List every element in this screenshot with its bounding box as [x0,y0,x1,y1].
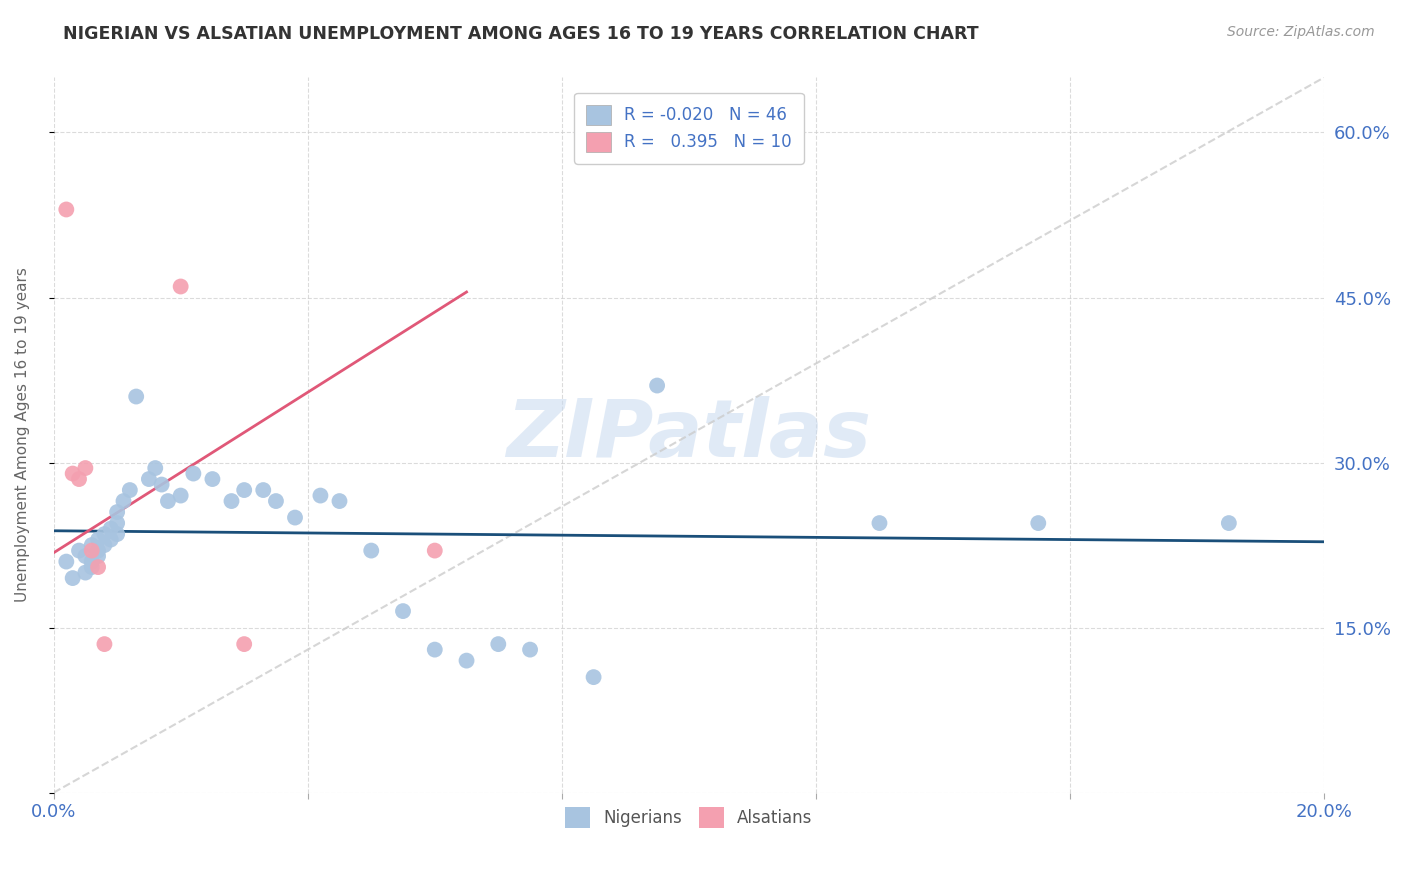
Point [201,472,224,486]
Point [80,555,103,569]
Point [93,538,115,552]
Point [67,543,90,558]
Point [87,543,110,558]
Text: NIGERIAN VS ALSATIAN UNEMPLOYMENT AMONG AGES 16 TO 19 YEARS CORRELATION CHART: NIGERIAN VS ALSATIAN UNEMPLOYMENT AMONG … [63,25,979,43]
Point [1026,516,1049,530]
Point [1218,516,1240,530]
Point [645,378,668,392]
Point [118,483,141,497]
Point [100,533,122,547]
Point [233,637,256,651]
Point [125,390,148,404]
Point [105,516,128,530]
Text: Source: ZipAtlas.com: Source: ZipAtlas.com [1227,25,1375,39]
Point [183,467,205,481]
Point [75,549,97,563]
Point [87,560,110,574]
Point [360,543,382,558]
Point [105,505,128,519]
Point [100,522,122,536]
Point [150,477,173,491]
Point [80,538,103,552]
Point [169,279,191,293]
Point [309,489,332,503]
Point [67,472,90,486]
Point [264,494,287,508]
Point [423,543,446,558]
Point [75,461,97,475]
Point [93,527,115,541]
Point [75,566,97,580]
Point [87,549,110,563]
Point [80,560,103,574]
Point [233,483,256,497]
Legend: Nigerians, Alsatians: Nigerians, Alsatians [558,801,820,834]
Point [328,494,350,508]
Point [80,543,103,558]
Point [252,483,274,497]
Point [221,494,243,508]
Point [62,467,84,481]
Point [62,571,84,585]
Point [55,555,77,569]
Text: ZIPatlas: ZIPatlas [506,396,872,474]
Point [93,637,115,651]
Point [143,461,166,475]
Point [55,202,77,217]
Point [456,654,478,668]
Point [284,510,307,524]
Point [87,533,110,547]
Point [392,604,415,618]
Y-axis label: Unemployment Among Ages 16 to 19 years: Unemployment Among Ages 16 to 19 years [15,268,30,602]
Point [582,670,605,684]
Point [169,489,191,503]
Point [112,494,135,508]
Point [486,637,509,651]
Point [156,494,179,508]
Point [519,642,541,657]
Point [105,527,128,541]
Point [423,642,446,657]
Point [869,516,891,530]
Point [138,472,160,486]
